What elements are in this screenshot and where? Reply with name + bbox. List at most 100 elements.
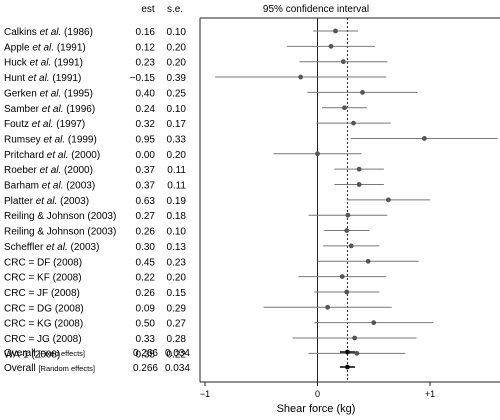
- study-row: CRC = DG (2008) 0.09 0.29: [4, 303, 392, 314]
- study-author: WA-1: [4, 349, 31, 360]
- study-year: (2003): [87, 227, 116, 238]
- study-point: [354, 350, 360, 356]
- study-est-value: 0.95: [136, 134, 156, 145]
- study-point: [360, 90, 365, 95]
- study-label: CRC = KG (2008): [4, 319, 83, 330]
- study-label: Reiling & Johnson (2003): [4, 211, 116, 222]
- study-point: [365, 258, 371, 264]
- study-etal: et al.: [47, 150, 69, 161]
- study-est-value: 0.12: [136, 42, 156, 53]
- study-est-value: 0.09: [136, 303, 156, 314]
- study-author: Roeber: [4, 165, 40, 176]
- study-est-value: 0.35: [136, 349, 156, 360]
- study-author: CRC = DF: [4, 257, 53, 268]
- study-author: Foutz: [4, 119, 32, 130]
- study-point: [342, 105, 347, 111]
- study-year: (2003): [66, 181, 95, 192]
- study-year: (2003): [60, 196, 89, 207]
- study-se-value: 0.20: [167, 150, 187, 161]
- study-est-value: 0.30: [136, 242, 156, 253]
- study-year: (2000): [71, 150, 100, 161]
- study-label: Samber et al. (1996): [4, 104, 95, 115]
- study-year: (1991): [54, 58, 83, 69]
- study-year: (2008): [54, 319, 83, 330]
- study-point: [298, 74, 304, 80]
- study-est-value: 0.33: [136, 334, 156, 345]
- study-year: (2008): [53, 257, 82, 268]
- study-est-value: −0.15: [130, 73, 156, 84]
- overall-point: [345, 364, 350, 370]
- study-est-value: 0.16: [136, 27, 156, 38]
- x-axis-label: Shear force (kg): [277, 403, 356, 415]
- column-header-se: s.e.: [167, 4, 183, 15]
- study-point: [385, 197, 391, 203]
- study-row: WA-1 (2008) 0.35 0.22: [4, 349, 406, 360]
- study-etal: et al.: [30, 58, 52, 69]
- study-point: [356, 182, 362, 187]
- study-author: Barham: [4, 181, 42, 192]
- study-row: Gerken et al. (1995) 0.40 0.25: [4, 88, 418, 99]
- study-se-value: 0.18: [167, 211, 187, 222]
- study-year: (2008): [51, 288, 80, 299]
- study-etal: et al.: [42, 104, 64, 115]
- study-etal: et al.: [42, 181, 64, 192]
- study-est-value: 0.24: [136, 104, 156, 115]
- column-header-est: est: [141, 4, 155, 15]
- study-label: Scheffler et al. (2003): [4, 242, 99, 253]
- overall-est-value: 0.266: [133, 363, 158, 374]
- study-label: Apple et al. (1991): [4, 42, 86, 53]
- study-year: (2003): [87, 211, 116, 222]
- study-point: [328, 43, 334, 49]
- study-year: (2000): [64, 165, 93, 176]
- study-point: [352, 335, 358, 341]
- study-row: CRC = DF (2008) 0.45 0.23: [4, 257, 419, 268]
- study-se-value: 0.29: [167, 303, 187, 314]
- study-label: CRC = DF (2008): [4, 257, 82, 268]
- study-point: [348, 243, 354, 249]
- study-row: Rumsey et al. (1999) 0.95 0.33: [4, 134, 498, 145]
- study-author: Platter: [4, 196, 36, 207]
- study-est-value: 0.63: [136, 196, 156, 207]
- study-se-value: 0.25: [167, 88, 187, 99]
- x-tick-label: +1: [425, 389, 435, 399]
- study-se-value: 0.13: [167, 242, 187, 253]
- study-row: CRC = JG (2008) 0.33 0.28: [4, 334, 417, 345]
- study-author: CRC = KG: [4, 319, 54, 330]
- study-etal: et al.: [32, 42, 54, 53]
- study-etal: et al.: [40, 27, 62, 38]
- study-est-value: 0.45: [136, 257, 156, 268]
- study-label: CRC = KF (2008): [4, 273, 82, 284]
- overall-name: Overall: [4, 348, 38, 359]
- study-se-value: 0.39: [167, 73, 187, 84]
- study-se-value: 0.33: [167, 134, 187, 145]
- study-label: Roeber et al. (2000): [4, 165, 93, 176]
- study-author: Reiling & Johnson: [4, 227, 87, 238]
- study-se-value: 0.11: [167, 181, 186, 192]
- overall-qualifier: [Random effects]: [38, 364, 95, 373]
- study-point: [371, 320, 377, 326]
- study-year: (2003): [71, 242, 100, 253]
- study-rows: Calkins et al. (1986) 0.16 0.10 Apple et al…: [4, 27, 498, 374]
- study-se-value: 0.10: [167, 227, 187, 238]
- study-author: Huck: [4, 58, 30, 69]
- study-se-value: 0.20: [167, 42, 187, 53]
- study-row: Foutz et al. (1997) 0.32 0.17: [4, 119, 391, 130]
- study-year: (1997): [56, 119, 85, 130]
- study-row: Pritchard et al. (2000) 0.00 0.20: [4, 150, 362, 161]
- study-label: Huck et al. (1991): [4, 58, 83, 69]
- study-est-value: 0.26: [136, 288, 156, 299]
- study-author: CRC = JF: [4, 288, 51, 299]
- study-row: Hunt et al. (1991) −0.15 0.39: [4, 73, 387, 84]
- study-etal: et al.: [43, 134, 65, 145]
- study-point: [344, 289, 350, 295]
- study-label: Foutz et al. (1997): [4, 119, 85, 130]
- study-year: (2008): [55, 303, 84, 314]
- study-year: (1995): [64, 88, 93, 99]
- study-author: Apple: [4, 42, 32, 53]
- overall-label: Overall [Random effects]: [4, 363, 95, 374]
- study-label: Rumsey et al. (1999): [4, 134, 97, 145]
- study-se-value: 0.20: [167, 58, 187, 69]
- study-se-value: 0.20: [167, 273, 187, 284]
- study-year: (2008): [31, 349, 60, 360]
